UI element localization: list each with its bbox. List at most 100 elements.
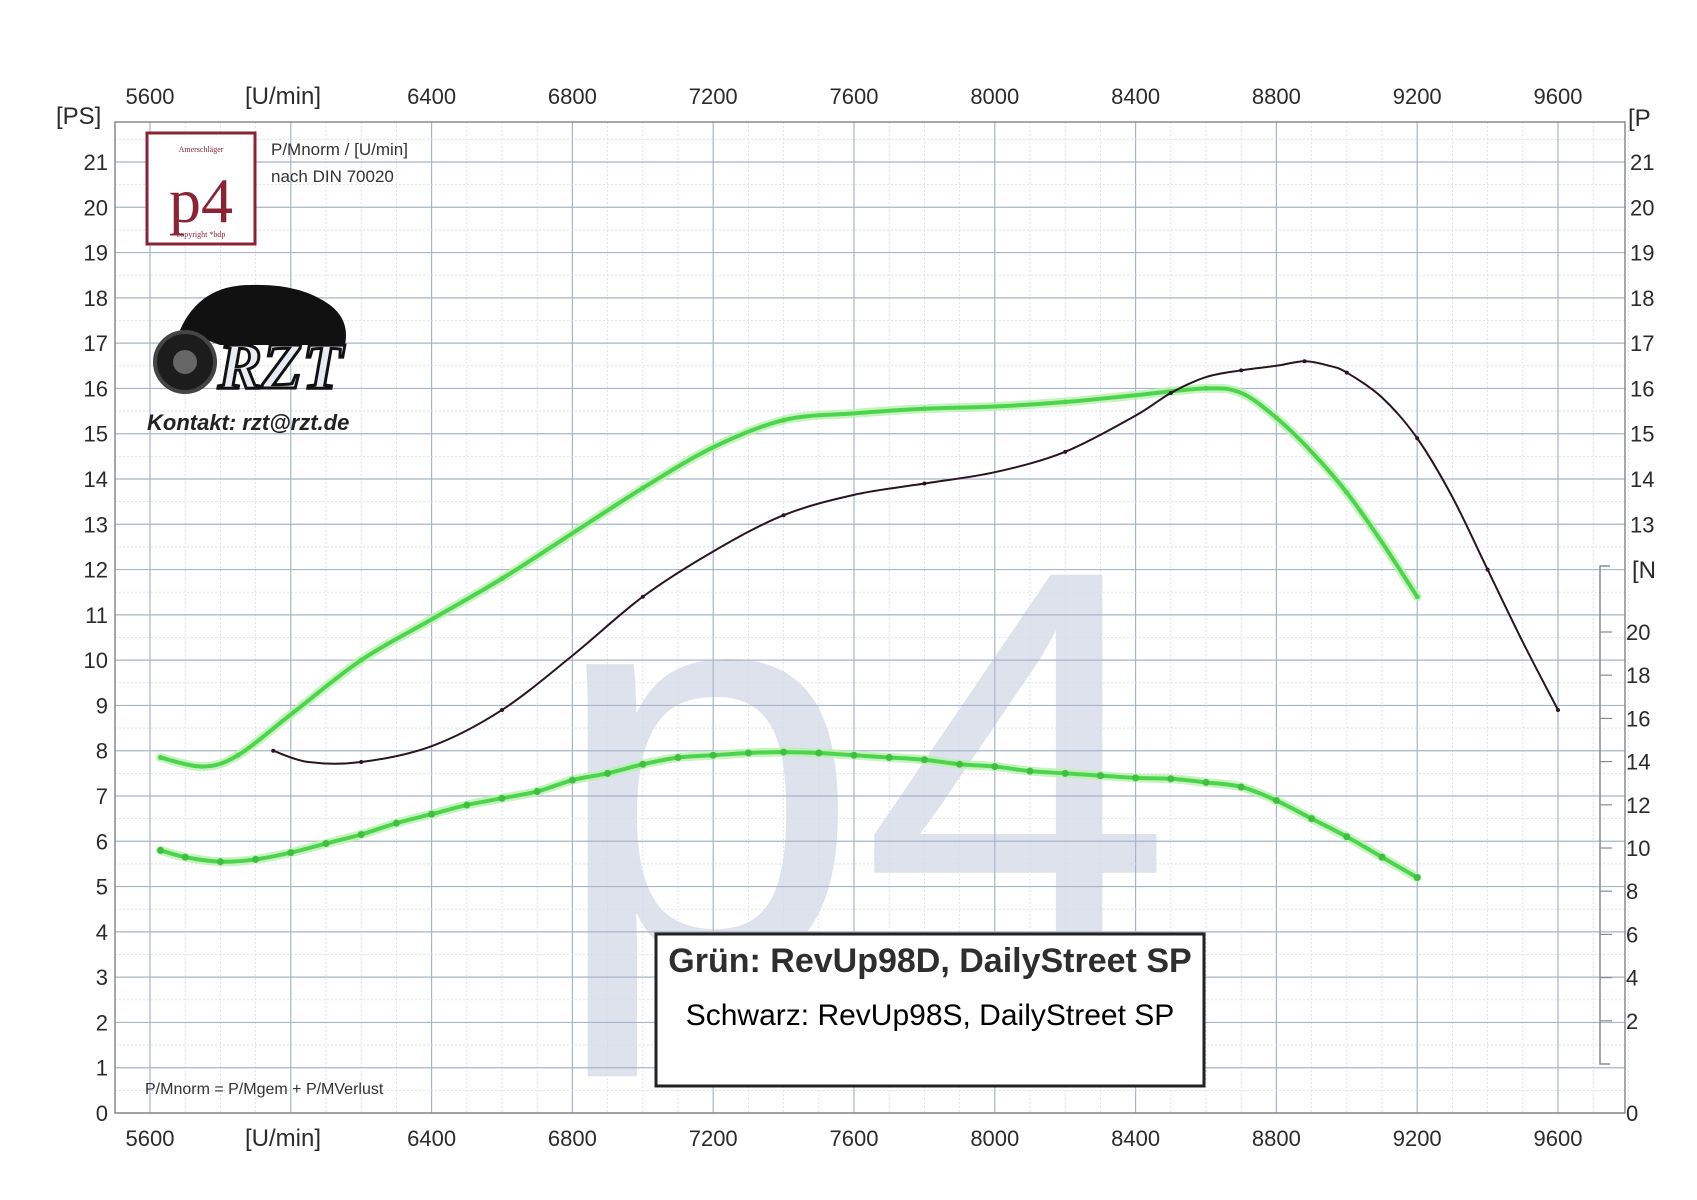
y-tick-label-left: 1 [96,1056,108,1081]
series-point [1302,359,1307,364]
series-point [392,819,400,827]
series-point [1026,767,1034,775]
y-tick-label-torque: 12 [1626,793,1650,818]
p4-logo-frame [145,131,257,246]
y-tick-label-left: 13 [84,512,108,537]
series-point [1344,490,1350,496]
series-point [1061,769,1069,777]
series-point [781,513,786,518]
y-tick-label-torque-zero: 0 [1626,1101,1638,1126]
y-tick-label-right: 15 [1630,422,1654,447]
plot-frame [114,121,1626,1114]
y-tick-label-left: 14 [84,467,108,492]
y-tick-label-torque: 4 [1626,966,1638,991]
series-point [500,707,504,712]
series-point [922,481,927,486]
y-tick-label-torque: 10 [1626,836,1650,861]
series-point [709,751,717,759]
p4-logo-top-text: Amerschläger [179,145,224,154]
series-point [780,748,788,756]
y-tick-label-left: 6 [96,829,108,854]
y-left-label: [PS] [56,103,101,130]
p4-logo-bottom-text: copyright *bdp [177,230,226,239]
series-point [921,406,927,412]
series-point [287,849,295,857]
x-tick-label-top: 8400 [1111,84,1160,109]
y-tick-label-left: 17 [84,331,108,356]
subtitle-line-1: P/Mnorm / [U/min] [271,140,408,159]
x-tick-label-top: 5600 [126,84,175,109]
y-tick-label-left: 19 [84,241,108,266]
series-point [920,756,928,764]
series-line-power-1 [272,360,1559,765]
series-point [252,855,260,863]
series-point [604,769,612,777]
series-point [271,748,276,753]
x-tick-label-top: 9200 [1393,84,1442,109]
series-point [1096,772,1104,780]
x-unit-label-bottom: [U/min] [245,1125,321,1152]
y-ticks-right: 13 14 15 16 17 18 19 20 21 2 4 6 8 10 12 14 16 18 20 0 [1600,150,1654,1126]
legend-line-black: Schwarz: RevUp98S, DailyStreet SP [686,999,1175,1032]
y-tick-label-left: 16 [84,376,108,401]
series-point [358,657,364,663]
legend-box [654,932,1206,1088]
y-tick-label-left: 9 [96,693,108,718]
y-tick-label-torque: 2 [1626,1009,1638,1034]
y-right-label-lower: [N [1632,557,1656,584]
x-tick-label-bottom: 8000 [970,1126,1019,1151]
series-point [533,787,541,795]
series-point [1343,833,1351,841]
series-point [1413,874,1421,882]
y-tick-label-left: 0 [96,1101,108,1126]
y-tick-label-left: 5 [96,875,108,900]
series-point [1308,815,1316,823]
y-tick-label-right: 19 [1630,241,1654,266]
y-tick-label-right: 16 [1630,376,1654,401]
series-point [991,763,999,771]
rzt-logo-text: RZT [217,330,345,403]
p4-logo: Amerschläger p4 copyright *bdp [145,131,257,246]
series-point [1273,415,1279,421]
series-point [1132,774,1140,782]
series-point [216,858,224,866]
series-point [639,760,647,768]
series-point [1062,399,1068,405]
series-point [235,752,241,758]
y-tick-label-left: 4 [96,920,108,945]
series-point [499,576,505,582]
series-point [359,760,364,765]
rzt-logo: RZT [153,284,347,405]
x-tick-label-bottom: 6800 [548,1126,597,1151]
rider-silhouette-icon [180,284,346,345]
contact-text: Kontakt: rzt@rzt.de [147,410,349,435]
x-ticks-top: 5600 6400 6800 7200 7600 8000 8400 8800 9200 9600 [126,84,1583,109]
torque-scale-bracket [1599,565,1610,1065]
series-point [744,749,752,757]
series-point [1556,707,1560,712]
x-tick-label-bottom: 7600 [830,1126,879,1151]
y-tick-label-left: 18 [84,286,108,311]
x-tick-label-bottom: 7200 [689,1126,738,1151]
y-tick-label-left: 20 [84,195,108,220]
y-right-label-top: [P [1628,105,1651,132]
series-point [1272,797,1280,805]
series-point [1167,775,1175,783]
x-tick-label-top: 7200 [689,84,738,109]
y-tick-label-left: 2 [96,1010,108,1035]
series-point [850,751,858,759]
x-tick-label-top: 8000 [970,84,1019,109]
legend-line-green: Grün: RevUp98D, DailyStreet SP [668,942,1191,980]
y-tick-label-torque: 6 [1626,922,1638,947]
series-point [568,776,576,784]
series-point [1344,370,1349,375]
p4-logo-brand: p4 [169,165,233,236]
series-point [1203,385,1209,391]
series-point [157,846,165,854]
series-point [1485,567,1490,572]
series-point [1239,368,1244,373]
y-tick-label-left: 3 [96,965,108,990]
y-tick-label-right: 20 [1630,195,1654,220]
